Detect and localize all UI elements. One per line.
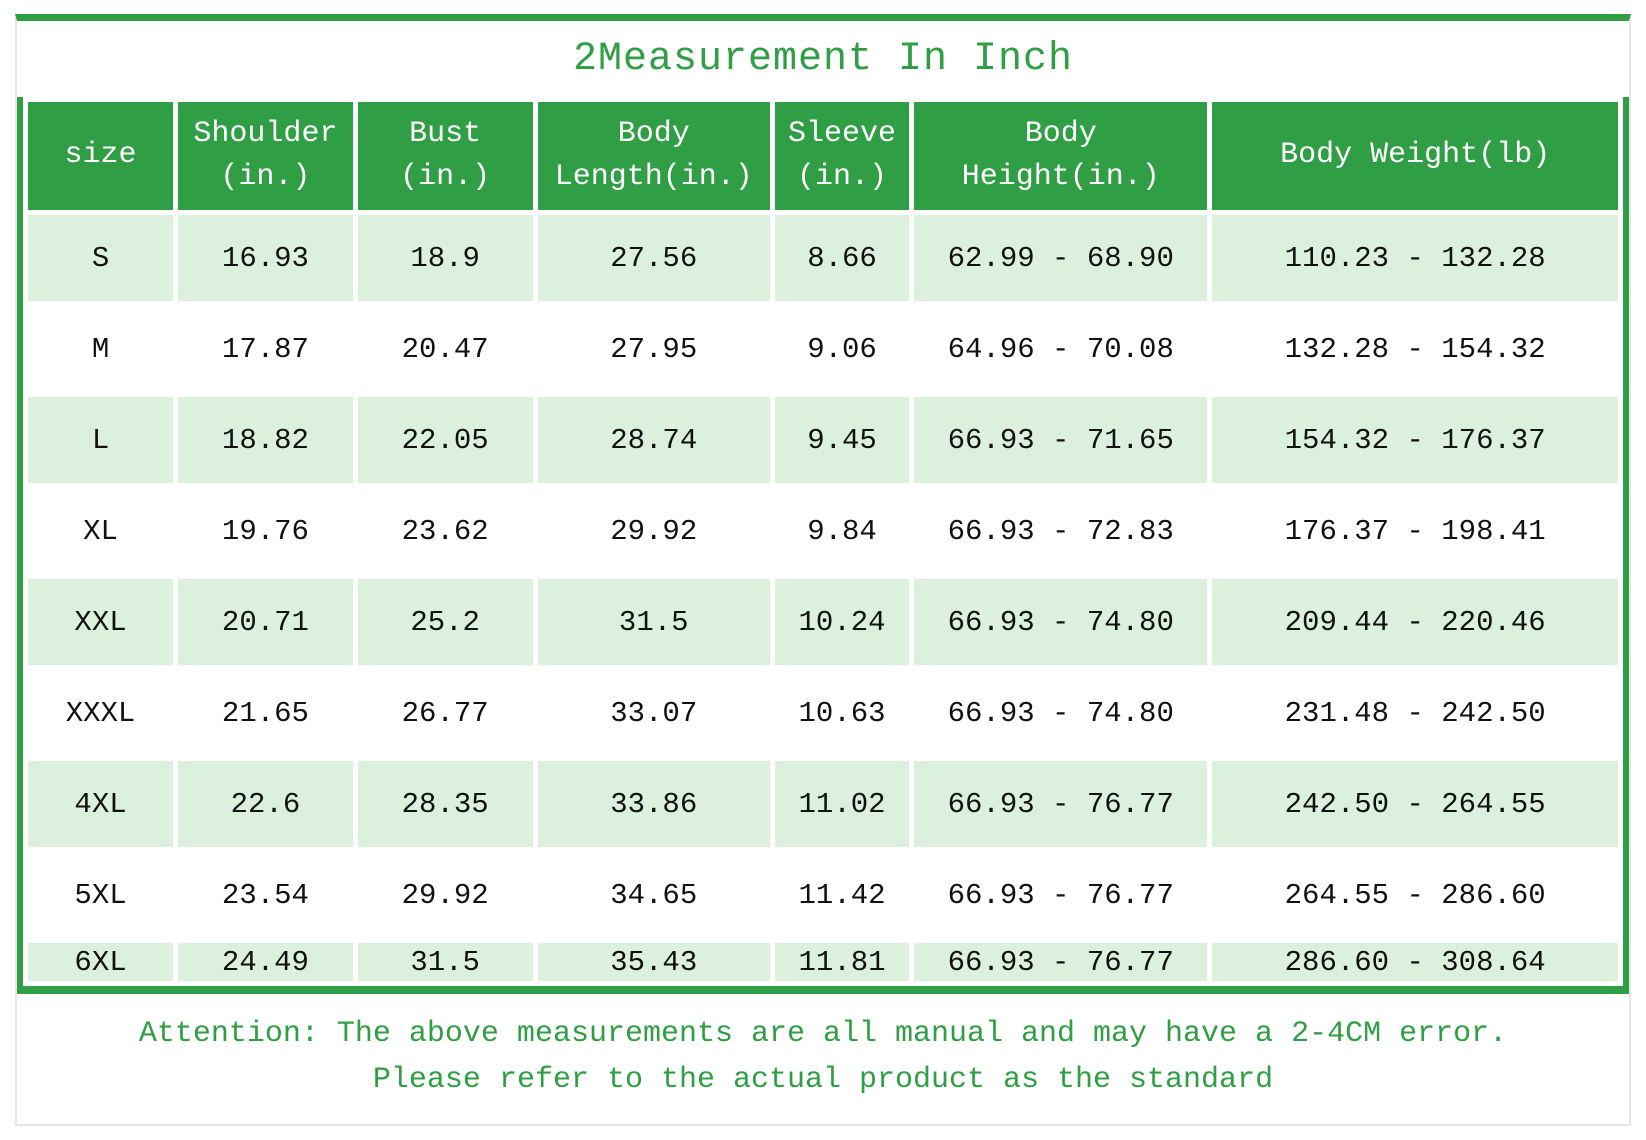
table-cell: 66.93 - 76.77: [914, 852, 1208, 938]
table-cell: 31.5: [357, 943, 533, 981]
table-cell: 34.65: [537, 852, 770, 938]
table-cell: 26.77: [357, 670, 533, 756]
table-cell: 28.74: [537, 397, 770, 483]
table-cell: 264.55 - 286.60: [1212, 852, 1618, 938]
table-cell: 154.32 - 176.37: [1212, 397, 1618, 483]
table-cell: 242.50 - 264.55: [1212, 761, 1618, 847]
table-cell: 9.06: [774, 306, 910, 392]
size-cell: 4XL: [28, 761, 174, 847]
table-cell: 66.93 - 71.65: [914, 397, 1208, 483]
table-cell: 29.92: [537, 488, 770, 574]
column-header-shoulder: Shoulder (in.): [178, 102, 353, 210]
table-row-6xl: 6XL 24.49 31.5 35.43 11.81 66.93 - 76.77…: [28, 943, 1618, 981]
table-cell: 18.82: [178, 397, 353, 483]
table-cell: 33.86: [537, 761, 770, 847]
table-cell: 286.60 - 308.64: [1212, 943, 1618, 981]
table-cell: 31.5: [537, 579, 770, 665]
column-header-body-weight: Body Weight(lb): [1212, 102, 1618, 210]
size-cell: S: [28, 215, 174, 301]
table-row-m: M 17.87 20.47 27.95 9.06 64.96 - 70.08 1…: [28, 306, 1618, 392]
table-cell: 11.81: [774, 943, 910, 981]
table-cell: 25.2: [357, 579, 533, 665]
table-row-5xl: 5XL 23.54 29.92 34.65 11.42 66.93 - 76.7…: [28, 852, 1618, 938]
table-cell: 66.93 - 74.80: [914, 670, 1208, 756]
table-cell: 19.76: [178, 488, 353, 574]
table-cell: 23.62: [357, 488, 533, 574]
table-cell: 66.93 - 72.83: [914, 488, 1208, 574]
table-cell: 9.84: [774, 488, 910, 574]
table-cell: 66.93 - 76.77: [914, 943, 1208, 981]
table-row-l: L 18.82 22.05 28.74 9.45 66.93 - 71.65 1…: [28, 397, 1618, 483]
table-row-4xl: 4XL 22.6 28.35 33.86 11.02 66.93 - 76.77…: [28, 761, 1618, 847]
table-cell: 11.42: [774, 852, 910, 938]
table-cell: 10.63: [774, 670, 910, 756]
size-chart-sheet: 2Measurement In Inch size Shoulder (in.)…: [15, 14, 1631, 1126]
table-cell: 27.95: [537, 306, 770, 392]
size-cell: XXL: [28, 579, 174, 665]
title-bar: 2Measurement In Inch: [17, 21, 1629, 97]
table-cell: 231.48 - 242.50: [1212, 670, 1618, 756]
table-cell: 176.37 - 198.41: [1212, 488, 1618, 574]
table-cell: 64.96 - 70.08: [914, 306, 1208, 392]
table-cell: 24.49: [178, 943, 353, 981]
table-cell: 22.6: [178, 761, 353, 847]
size-cell: XXXL: [28, 670, 174, 756]
table-cell: 132.28 - 154.32: [1212, 306, 1618, 392]
table-cell: 16.93: [178, 215, 353, 301]
table-cell: 28.35: [357, 761, 533, 847]
column-header-body-height: Body Height(in.): [914, 102, 1208, 210]
size-cell: L: [28, 397, 174, 483]
table-cell: 62.99 - 68.90: [914, 215, 1208, 301]
table-cell: 8.66: [774, 215, 910, 301]
attention-note-line1: Attention: The above measurements are al…: [138, 1017, 1508, 1051]
table-cell: 33.07: [537, 670, 770, 756]
table-cell: 10.24: [774, 579, 910, 665]
table-row-xl: XL 19.76 23.62 29.92 9.84 66.93 - 72.83 …: [28, 488, 1618, 574]
size-cell: M: [28, 306, 174, 392]
table-cell: 18.9: [357, 215, 533, 301]
table-cell: 35.43: [537, 943, 770, 981]
table-row-xxl: XXL 20.71 25.2 31.5 10.24 66.93 - 74.80 …: [28, 579, 1618, 665]
attention-note: Attention: The above measurements are al…: [17, 994, 1629, 1124]
table-cell: 27.56: [537, 215, 770, 301]
header-row: size Shoulder (in.) Bust (in.) Body Leng…: [28, 102, 1618, 210]
page-title: 2Measurement In Inch: [572, 36, 1074, 82]
table-cell: 66.93 - 76.77: [914, 761, 1208, 847]
column-header-bust: Bust (in.): [357, 102, 533, 210]
table-cell: 29.92: [357, 852, 533, 938]
table-cell: 22.05: [357, 397, 533, 483]
table-cell: 110.23 - 132.28: [1212, 215, 1618, 301]
size-table: size Shoulder (in.) Bust (in.) Body Leng…: [23, 97, 1623, 986]
table-cell: 9.45: [774, 397, 910, 483]
table-cell: 209.44 - 220.46: [1212, 579, 1618, 665]
table-cell: 21.65: [178, 670, 353, 756]
table-cell: 17.87: [178, 306, 353, 392]
table-cell: 11.02: [774, 761, 910, 847]
table-cell: 66.93 - 74.80: [914, 579, 1208, 665]
size-cell: 6XL: [28, 943, 174, 981]
size-cell: 5XL: [28, 852, 174, 938]
size-table-frame: size Shoulder (in.) Bust (in.) Body Leng…: [17, 97, 1629, 994]
table-cell: 20.71: [178, 579, 353, 665]
column-header-size: size: [28, 102, 174, 210]
attention-note-line2: Please refer to the actual product as th…: [372, 1063, 1274, 1097]
table-cell: 23.54: [178, 852, 353, 938]
column-header-body-length: Body Length(in.): [537, 102, 770, 210]
column-header-sleeve: Sleeve (in.): [774, 102, 910, 210]
size-cell: XL: [28, 488, 174, 574]
table-cell: 20.47: [357, 306, 533, 392]
table-row-xxxl: XXXL 21.65 26.77 33.07 10.63 66.93 - 74.…: [28, 670, 1618, 756]
table-row-s: S 16.93 18.9 27.56 8.66 62.99 - 68.90 11…: [28, 215, 1618, 301]
